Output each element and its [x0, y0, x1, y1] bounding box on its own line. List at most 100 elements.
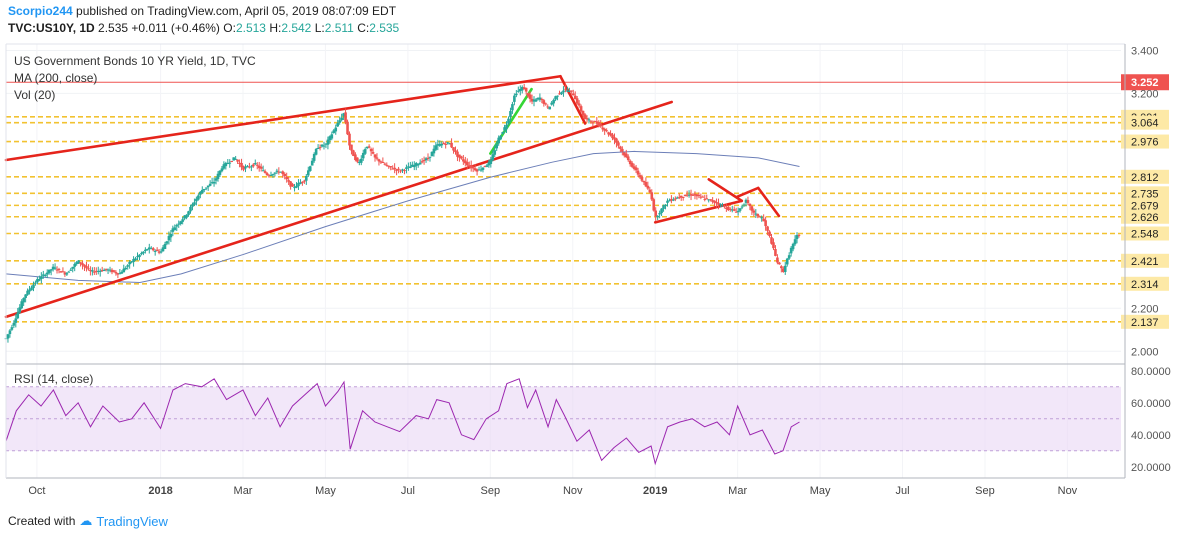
time-tick-label: May — [315, 485, 336, 497]
candle-body — [189, 206, 192, 212]
candle-body — [695, 194, 699, 197]
candle-body — [575, 98, 579, 104]
candle-body — [334, 127, 338, 132]
candle-body — [481, 167, 485, 170]
time-tick-label: Jul — [896, 485, 910, 497]
candle-body — [719, 204, 722, 206]
level-tag — [1121, 169, 1169, 184]
author-link[interactable]: Scorpio244 — [8, 4, 73, 18]
candle-body — [548, 106, 552, 110]
candle-body — [454, 150, 457, 153]
candle-body — [36, 279, 39, 283]
candle-body — [34, 282, 37, 284]
candle-body — [12, 322, 16, 326]
candle-body — [760, 217, 763, 219]
candle-body — [489, 159, 493, 164]
candle-body — [49, 269, 53, 271]
candle-body — [638, 175, 642, 178]
candle-body — [138, 254, 141, 258]
candle-body — [41, 274, 45, 276]
candle-body — [197, 195, 200, 200]
level-label: 2.679 — [1131, 200, 1159, 212]
candle-body — [295, 185, 298, 188]
candle-body — [318, 147, 322, 149]
candle-body — [699, 196, 703, 198]
candle-body — [709, 199, 712, 201]
candle-body — [730, 209, 734, 211]
candle-body — [662, 205, 665, 209]
candle-body — [336, 123, 340, 127]
candle-body — [768, 231, 771, 237]
candle-body — [776, 257, 779, 263]
candle-body — [57, 268, 61, 270]
candle-body — [181, 219, 184, 222]
low-value: 2.511 — [324, 21, 354, 35]
candle-body — [432, 148, 436, 154]
candle-body — [426, 157, 430, 159]
candle-body — [715, 201, 718, 204]
candle-body — [648, 189, 652, 193]
candle-body — [658, 213, 661, 215]
candle-body — [246, 166, 249, 168]
candle-body — [438, 143, 442, 146]
candle-body — [365, 146, 369, 149]
candle-body — [624, 153, 628, 158]
candle-body — [136, 256, 139, 258]
candle-body — [208, 183, 212, 186]
candle-body — [599, 124, 603, 127]
candle-body — [495, 144, 499, 149]
candle-body — [83, 264, 86, 267]
last-price-label: 3.252 — [1131, 77, 1159, 89]
candle-body — [642, 181, 646, 183]
candle-body — [350, 144, 353, 151]
candle-body — [234, 158, 237, 160]
candle-body — [750, 206, 754, 211]
candle-body — [112, 270, 116, 272]
price-tick-label: 2.200 — [1131, 303, 1159, 315]
candle-body — [430, 151, 434, 157]
candle-body — [530, 98, 534, 102]
candle-body — [67, 271, 71, 273]
candle-body — [110, 269, 114, 273]
candle-body — [401, 169, 404, 171]
candle-body — [424, 158, 428, 161]
candle-body — [558, 93, 561, 95]
candle-body — [255, 164, 259, 166]
candle-body — [169, 234, 173, 238]
candle-body — [436, 144, 440, 146]
candle-body — [493, 150, 497, 155]
candle-body — [797, 234, 801, 236]
candle-body — [707, 199, 711, 201]
close-label: C: — [357, 21, 370, 35]
candle-body — [210, 182, 214, 184]
candle-body — [238, 162, 241, 164]
candle-body — [542, 100, 546, 104]
candle-body — [442, 143, 446, 145]
candle-body — [666, 200, 669, 203]
candle-body — [214, 178, 218, 181]
candle-body — [617, 142, 620, 146]
candle-body — [764, 220, 767, 227]
candle-body — [18, 307, 22, 313]
tradingview-brand[interactable]: TradingView — [96, 513, 168, 529]
price-tick-label: 2.000 — [1131, 346, 1159, 358]
candle-body — [723, 205, 726, 207]
symbol-label: TVC:US10Y, 1D — [8, 21, 95, 35]
close-value: 2.535 — [369, 21, 400, 35]
candle-body — [275, 170, 279, 172]
candle-body — [369, 148, 373, 152]
candle-body — [522, 87, 526, 90]
candle-body — [721, 205, 724, 207]
candle-body — [342, 113, 345, 117]
candle-body — [340, 117, 343, 121]
candle-body — [552, 99, 555, 104]
candle-body — [375, 157, 379, 159]
level-tag — [1121, 209, 1169, 224]
candle-body — [717, 202, 720, 205]
candle-body — [381, 162, 385, 164]
candle-body — [538, 97, 542, 100]
candle-body — [420, 161, 424, 163]
candle-body — [581, 110, 585, 116]
rsi-series — [5, 378, 800, 466]
